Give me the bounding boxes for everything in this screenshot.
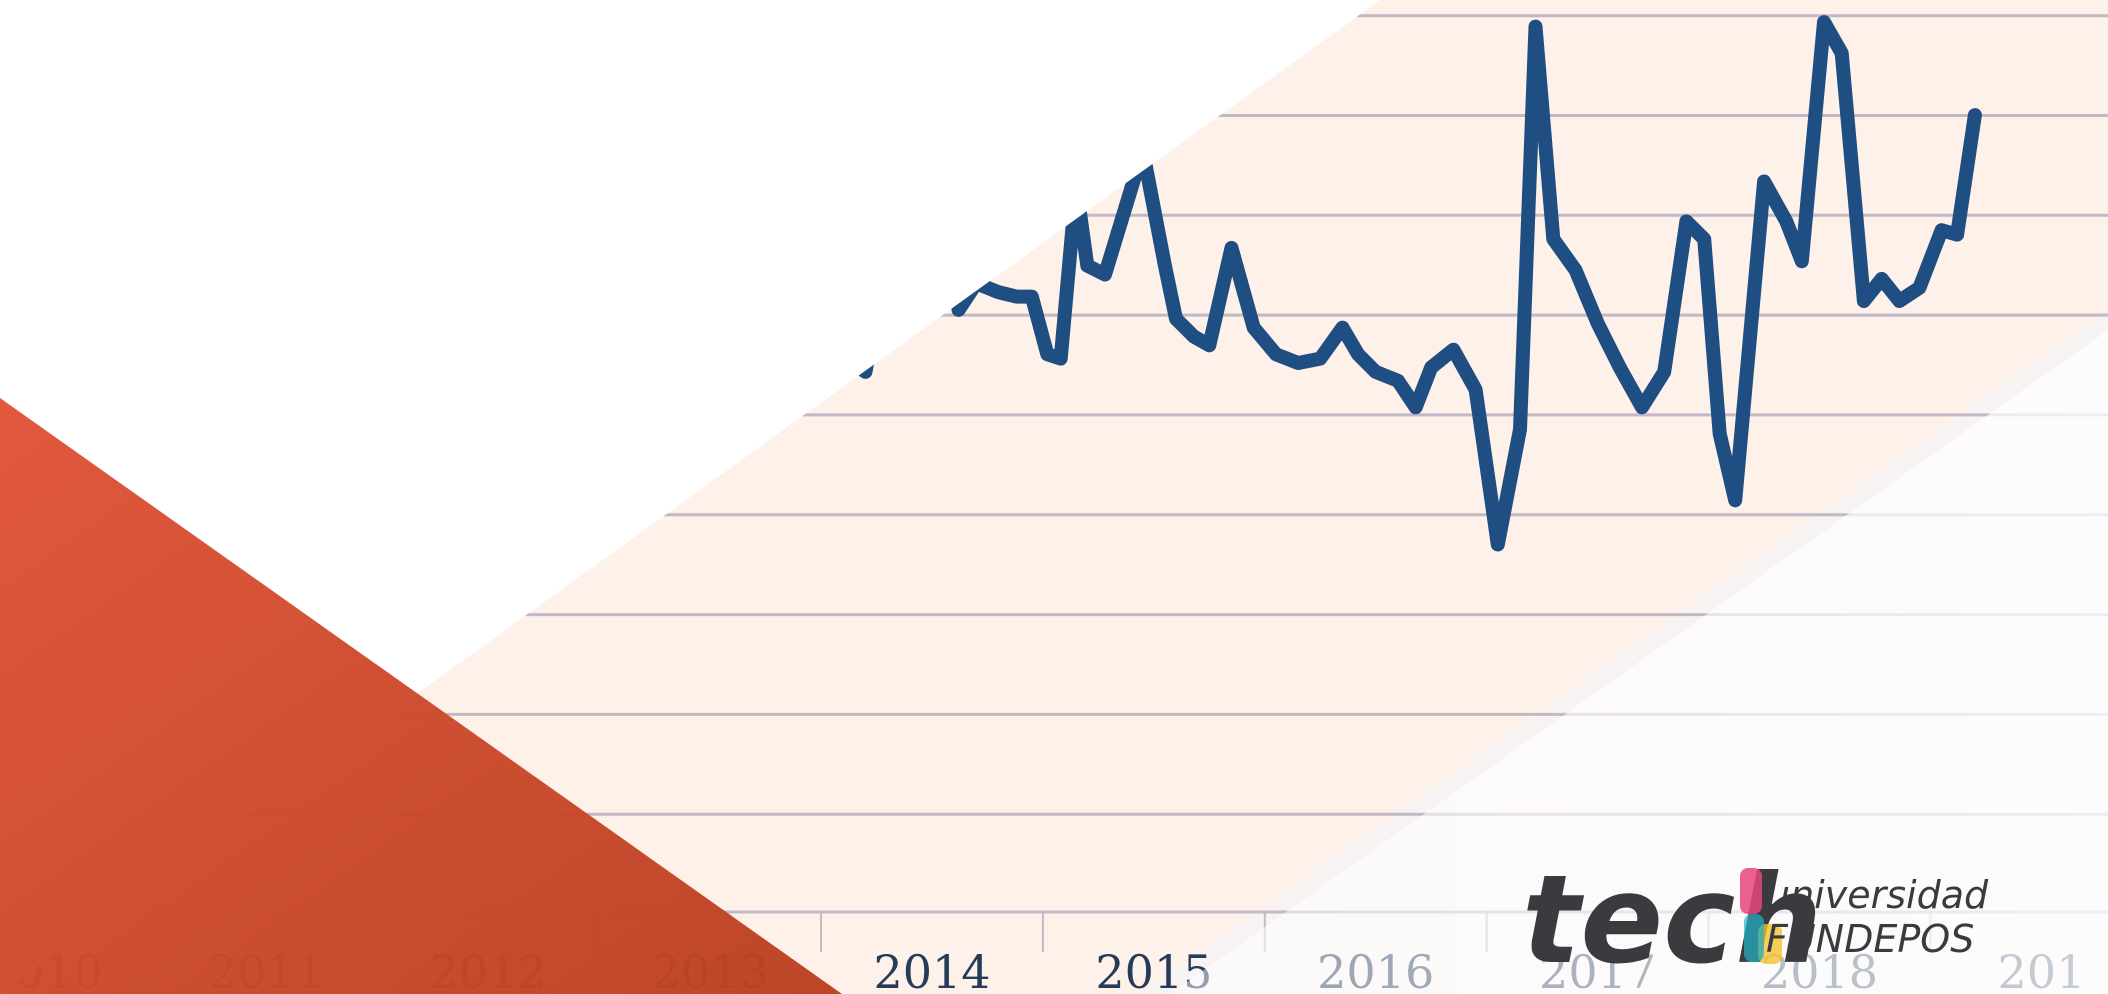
series-point xyxy=(1497,544,1499,545)
series-point xyxy=(1231,247,1232,249)
series-point xyxy=(1319,358,1321,360)
series-point xyxy=(1104,274,1106,275)
series-point xyxy=(958,309,960,311)
series-point xyxy=(1719,433,1721,435)
white-fade-band xyxy=(1170,330,2108,994)
series-line-group xyxy=(747,15,1982,552)
series-point xyxy=(1375,371,1377,373)
series-point xyxy=(1785,220,1787,222)
series-point xyxy=(1941,229,1943,231)
series-point xyxy=(1275,353,1277,355)
tech-logo: tech universidad FUNDEPOS xyxy=(1522,856,1989,976)
series-point xyxy=(864,371,866,373)
series-point xyxy=(1031,296,1033,298)
series-point xyxy=(1415,406,1417,408)
series-point xyxy=(1475,389,1477,391)
series-point xyxy=(1801,260,1803,262)
series-point xyxy=(1956,234,1958,236)
series-point xyxy=(1430,367,1432,368)
series-point xyxy=(1823,21,1825,23)
red-accent-triangle xyxy=(0,398,842,994)
series-point xyxy=(1086,265,1088,267)
series-point xyxy=(1046,353,1048,355)
series-point xyxy=(1175,318,1177,320)
series-point xyxy=(1685,220,1687,222)
series-point xyxy=(1342,327,1343,329)
logo-color-accent-3 xyxy=(1744,914,1764,962)
series-point xyxy=(1641,406,1643,408)
series-point xyxy=(1703,238,1705,240)
logo-line-fundepos: FUNDEPOS xyxy=(1766,917,1974,961)
logo-color-accent xyxy=(1740,868,1762,914)
series-point xyxy=(1452,349,1454,351)
series-point xyxy=(1619,367,1621,368)
series-point xyxy=(1841,52,1843,54)
series-point xyxy=(1763,181,1765,182)
series-point xyxy=(1918,287,1920,289)
series-point xyxy=(1297,362,1299,364)
series-point xyxy=(998,291,999,293)
series-point xyxy=(1898,300,1900,302)
series-point xyxy=(1663,371,1665,373)
series-point xyxy=(1253,327,1255,329)
series-point xyxy=(1397,380,1399,382)
x-tick-label: 2014 xyxy=(873,945,990,994)
series-point xyxy=(1193,336,1195,337)
series-point xyxy=(1734,499,1736,501)
series-point xyxy=(1974,114,1976,116)
series-point xyxy=(1881,278,1883,280)
series-point xyxy=(1519,428,1521,430)
series-point xyxy=(1863,300,1865,302)
series-point xyxy=(1357,353,1359,355)
series-point xyxy=(1015,296,1017,298)
logo-line-universidad: universidad xyxy=(1766,873,1989,917)
series-point xyxy=(1208,344,1210,346)
series-point xyxy=(1535,26,1536,28)
series-point xyxy=(1552,238,1554,240)
series-point xyxy=(1575,269,1576,271)
series-point xyxy=(1597,322,1599,324)
series-point xyxy=(1060,358,1062,360)
series-point xyxy=(1164,265,1166,267)
